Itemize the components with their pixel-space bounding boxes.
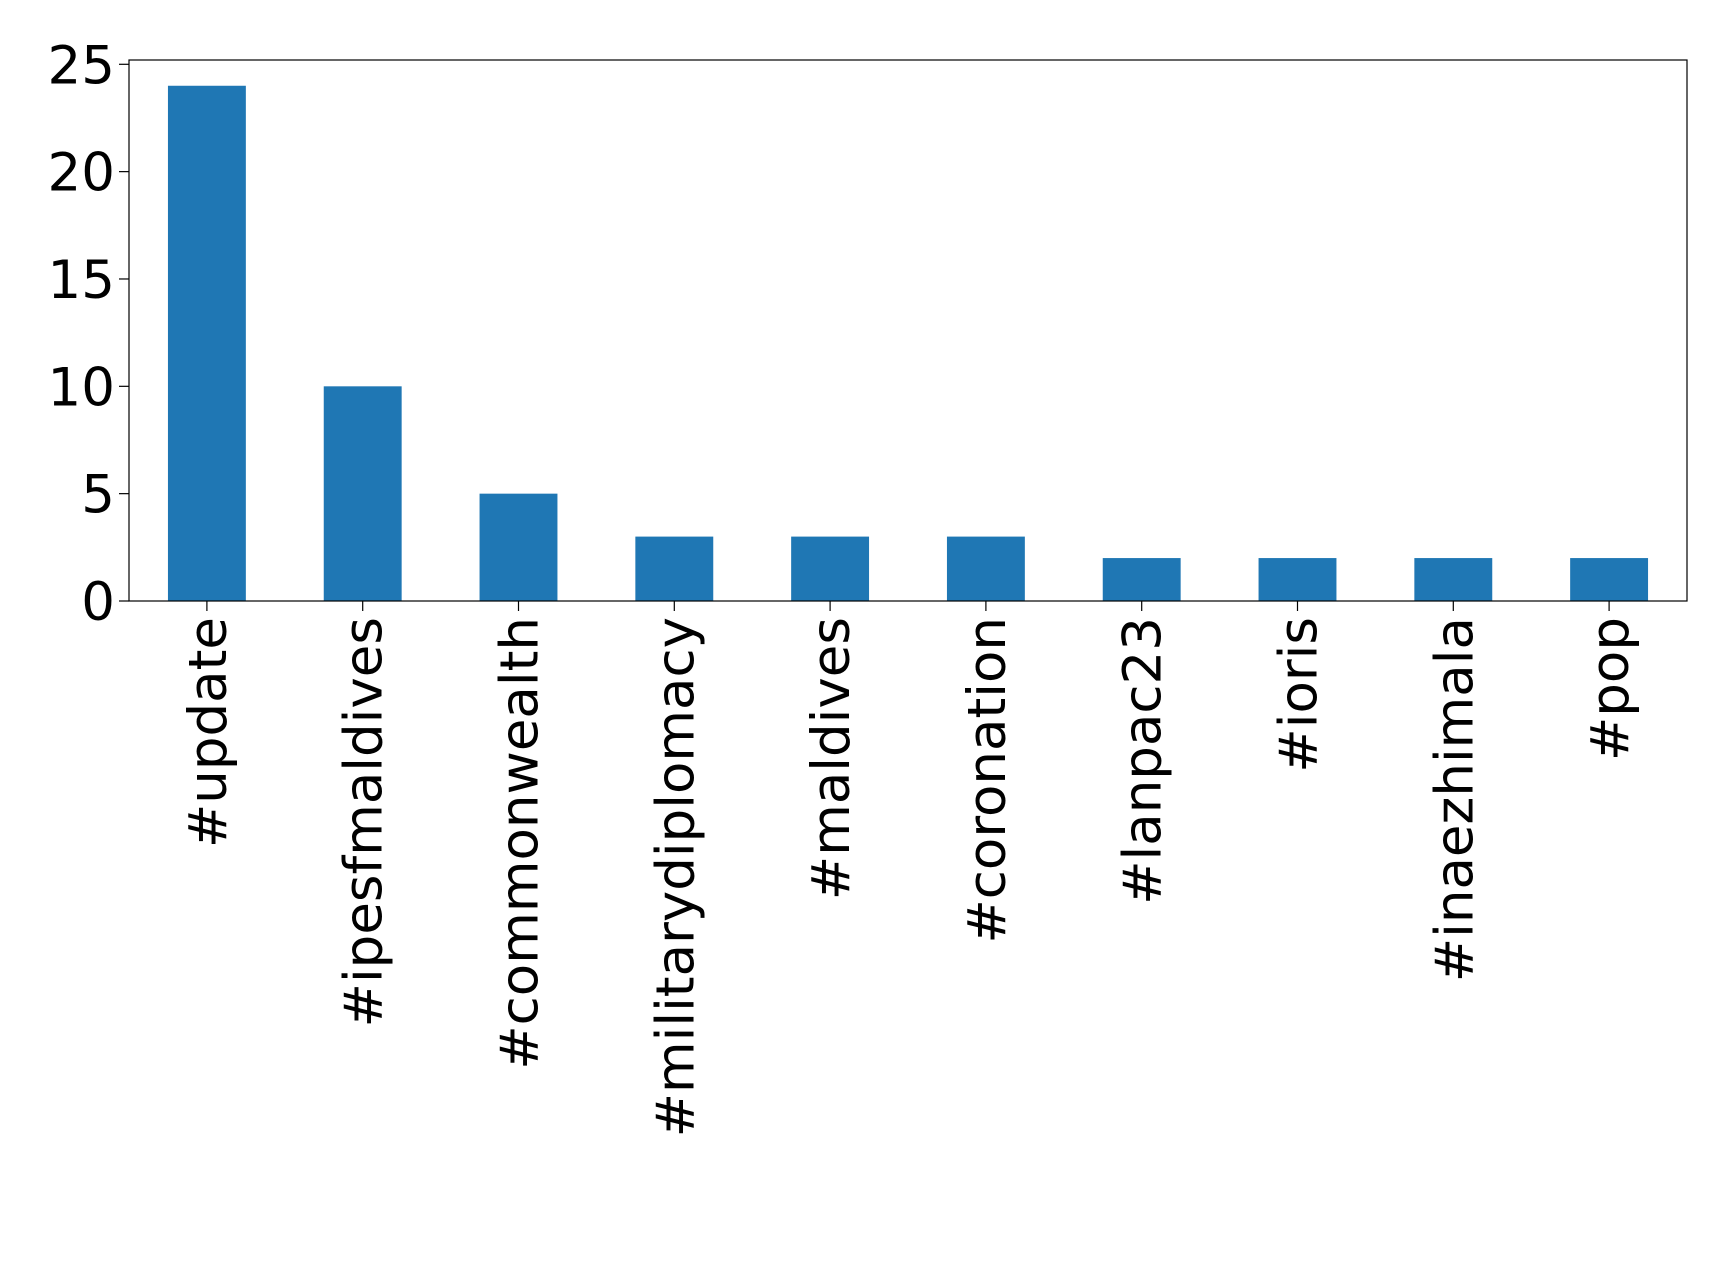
y-tick-label: 0 [81,572,115,633]
y-tick-label: 20 [48,143,115,204]
bar [167,85,246,601]
x-tick-label: #maldives [801,617,862,900]
bar [479,493,558,601]
bar [323,386,402,601]
x-tick-label: #coronation [957,617,1018,944]
x-tick-label: #inaezhimala [1424,617,1485,982]
x-tick-label: #pop [1580,617,1641,761]
x-tick-label: #update [178,617,239,848]
x-tick-label: #ioris [1269,617,1330,773]
bar [635,536,714,601]
y-tick-label: 5 [81,465,115,526]
y-tick-label: 15 [48,250,115,311]
y-tick-label: 10 [48,357,115,418]
bar [791,536,870,601]
bar [1102,558,1181,601]
x-tick-label: #ipesfmaldives [334,617,395,1027]
x-tick-label: #lanpac23 [1113,617,1174,905]
y-tick-label: 25 [48,35,115,96]
bar [946,536,1025,601]
x-tick-label: #militarydiplomacy [645,617,706,1137]
bar [1414,558,1493,601]
bar [1258,558,1337,601]
plot-frame [128,59,1688,602]
bar [1570,558,1649,601]
x-tick-label: #commonwealth [490,617,551,1070]
